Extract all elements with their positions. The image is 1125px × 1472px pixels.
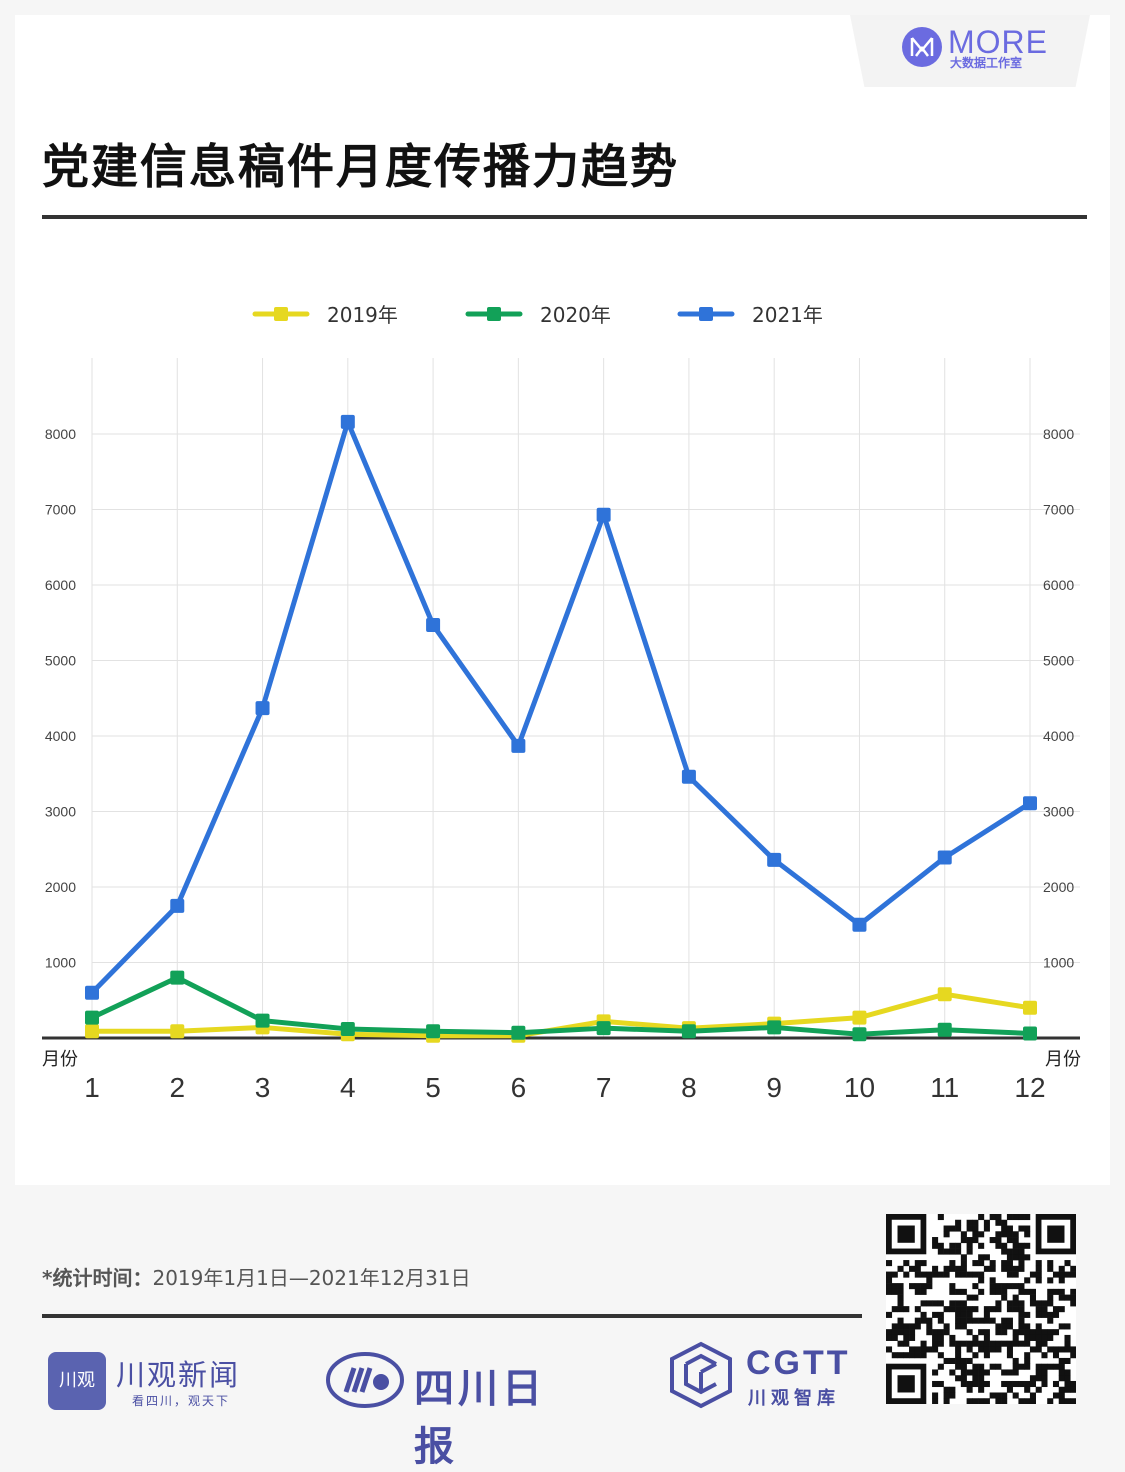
stat-period-note: *统计时间：2019年1月1日—2021年12月31日 xyxy=(42,1262,471,1291)
series-2021年 xyxy=(85,414,1037,1000)
data-point xyxy=(170,970,185,985)
data-point xyxy=(852,1027,867,1042)
data-point xyxy=(85,985,99,1000)
x-tick-label: 5 xyxy=(425,1072,441,1103)
chuanguan-news-logo: 川观 川观新闻 看四川，观天下 xyxy=(48,1352,258,1412)
series-line xyxy=(90,975,1031,1037)
y-tick-label-left: 2000 xyxy=(45,879,76,895)
sichuan-daily-emblem-icon xyxy=(326,1352,404,1408)
data-point xyxy=(767,852,782,867)
data-point xyxy=(85,1024,99,1039)
legend-swatch-marker xyxy=(274,307,288,321)
data-point xyxy=(1023,1000,1037,1015)
x-tick-label: 6 xyxy=(511,1072,527,1103)
data-point xyxy=(340,414,355,429)
y-tick-label-left: 7000 xyxy=(45,502,76,518)
stat-period-value: 2019年1月1日—2021年12月31日 xyxy=(152,1266,471,1290)
chuanguan-badge-text: 川观 xyxy=(59,1370,95,1391)
legend-swatch-marker xyxy=(699,307,713,321)
y-tick-label-left: 3000 xyxy=(45,804,76,820)
cgtt-cube-icon xyxy=(670,1341,732,1409)
y-tick-label-right: 7000 xyxy=(1043,502,1074,518)
data-point xyxy=(170,898,185,913)
y-tick-label-right: 6000 xyxy=(1043,577,1074,593)
sichuan-daily-name: 四川日报 xyxy=(414,1365,546,1470)
data-point xyxy=(255,701,270,716)
data-point xyxy=(767,1020,782,1035)
data-point xyxy=(426,1024,441,1039)
data-point xyxy=(681,1024,696,1039)
legend-label: 2020年 xyxy=(540,303,611,327)
cgtt-name: CGTT xyxy=(746,1344,851,1382)
chuanguan-badge-icon: 川观 xyxy=(48,1352,106,1410)
sichuan-daily-logo: 四川日报 xyxy=(326,1350,586,1470)
brand-tab xyxy=(850,15,1090,87)
qr-code-icon xyxy=(886,1214,1076,1404)
data-point xyxy=(937,1022,952,1037)
title-divider xyxy=(42,215,1087,219)
data-point xyxy=(596,507,611,522)
data-point xyxy=(1023,1026,1037,1041)
chuanguan-tagline: 看四川，观天下 xyxy=(132,1394,231,1408)
data-point xyxy=(596,1021,611,1036)
x-tick-label: 10 xyxy=(844,1072,875,1103)
x-tick-label: 1 xyxy=(84,1072,100,1103)
x-tick-label: 8 xyxy=(681,1072,697,1103)
x-tick-label: 9 xyxy=(766,1072,782,1103)
series-line xyxy=(90,419,1032,995)
x-tick-label: 12 xyxy=(1014,1072,1045,1103)
x-tick-label: 4 xyxy=(340,1072,356,1103)
data-point xyxy=(852,917,867,932)
line-chart: 1000 1000 2000 2000 3000 3000 4000 4000 5000 5000… xyxy=(42,303,1081,1103)
more-logo-icon xyxy=(902,27,942,67)
data-point xyxy=(937,850,952,865)
footer-divider xyxy=(42,1314,862,1318)
data-point xyxy=(511,738,526,753)
x-tick-label: 2 xyxy=(169,1072,185,1103)
y-tick-label-right: 1000 xyxy=(1043,955,1074,971)
y-tick-label-right: 5000 xyxy=(1043,653,1074,669)
legend-label: 2021年 xyxy=(752,303,823,327)
brand-name: MORE xyxy=(948,24,1048,60)
y-tick-label-left: 8000 xyxy=(45,426,76,442)
data-point xyxy=(1023,796,1037,811)
data-point xyxy=(852,1010,867,1025)
cgtt-logo: CGTT 川观智库 xyxy=(666,1340,866,1412)
data-point xyxy=(170,1024,185,1039)
y-tick-label-left: 1000 xyxy=(45,955,76,971)
y-tick-label-right: 2000 xyxy=(1043,879,1074,895)
x-axis-label-right: 月份 xyxy=(1045,1049,1081,1070)
x-tick-label: 3 xyxy=(255,1072,271,1103)
stat-period-label: *统计时间： xyxy=(42,1266,153,1290)
brand-subtitle: 大数据工作室 xyxy=(950,56,1023,70)
cgtt-subtitle: 川观智库 xyxy=(748,1388,840,1409)
data-point xyxy=(85,1010,99,1025)
series-2020年 xyxy=(85,970,1037,1042)
data-point xyxy=(340,1021,355,1036)
legend-label: 2019年 xyxy=(327,303,398,327)
x-tick-label: 7 xyxy=(596,1072,612,1103)
y-tick-label-right: 8000 xyxy=(1043,426,1074,442)
y-tick-label-right: 4000 xyxy=(1043,728,1074,744)
y-tick-label-right: 3000 xyxy=(1043,804,1074,820)
data-point xyxy=(426,618,441,633)
legend-swatch-marker xyxy=(487,307,501,321)
data-point xyxy=(937,987,952,1002)
y-tick-label-left: 4000 xyxy=(45,728,76,744)
data-point xyxy=(255,1013,270,1028)
x-tick-label: 11 xyxy=(930,1072,959,1103)
x-axis-label-left: 月份 xyxy=(42,1049,78,1070)
data-point xyxy=(681,769,696,784)
data-point xyxy=(511,1025,526,1040)
y-tick-label-left: 5000 xyxy=(45,653,76,669)
chuanguan-name: 川观新闻 xyxy=(116,1358,241,1392)
y-tick-label-left: 6000 xyxy=(45,577,76,593)
page-title: 党建信息稿件月度传播力趋势 xyxy=(42,140,679,195)
